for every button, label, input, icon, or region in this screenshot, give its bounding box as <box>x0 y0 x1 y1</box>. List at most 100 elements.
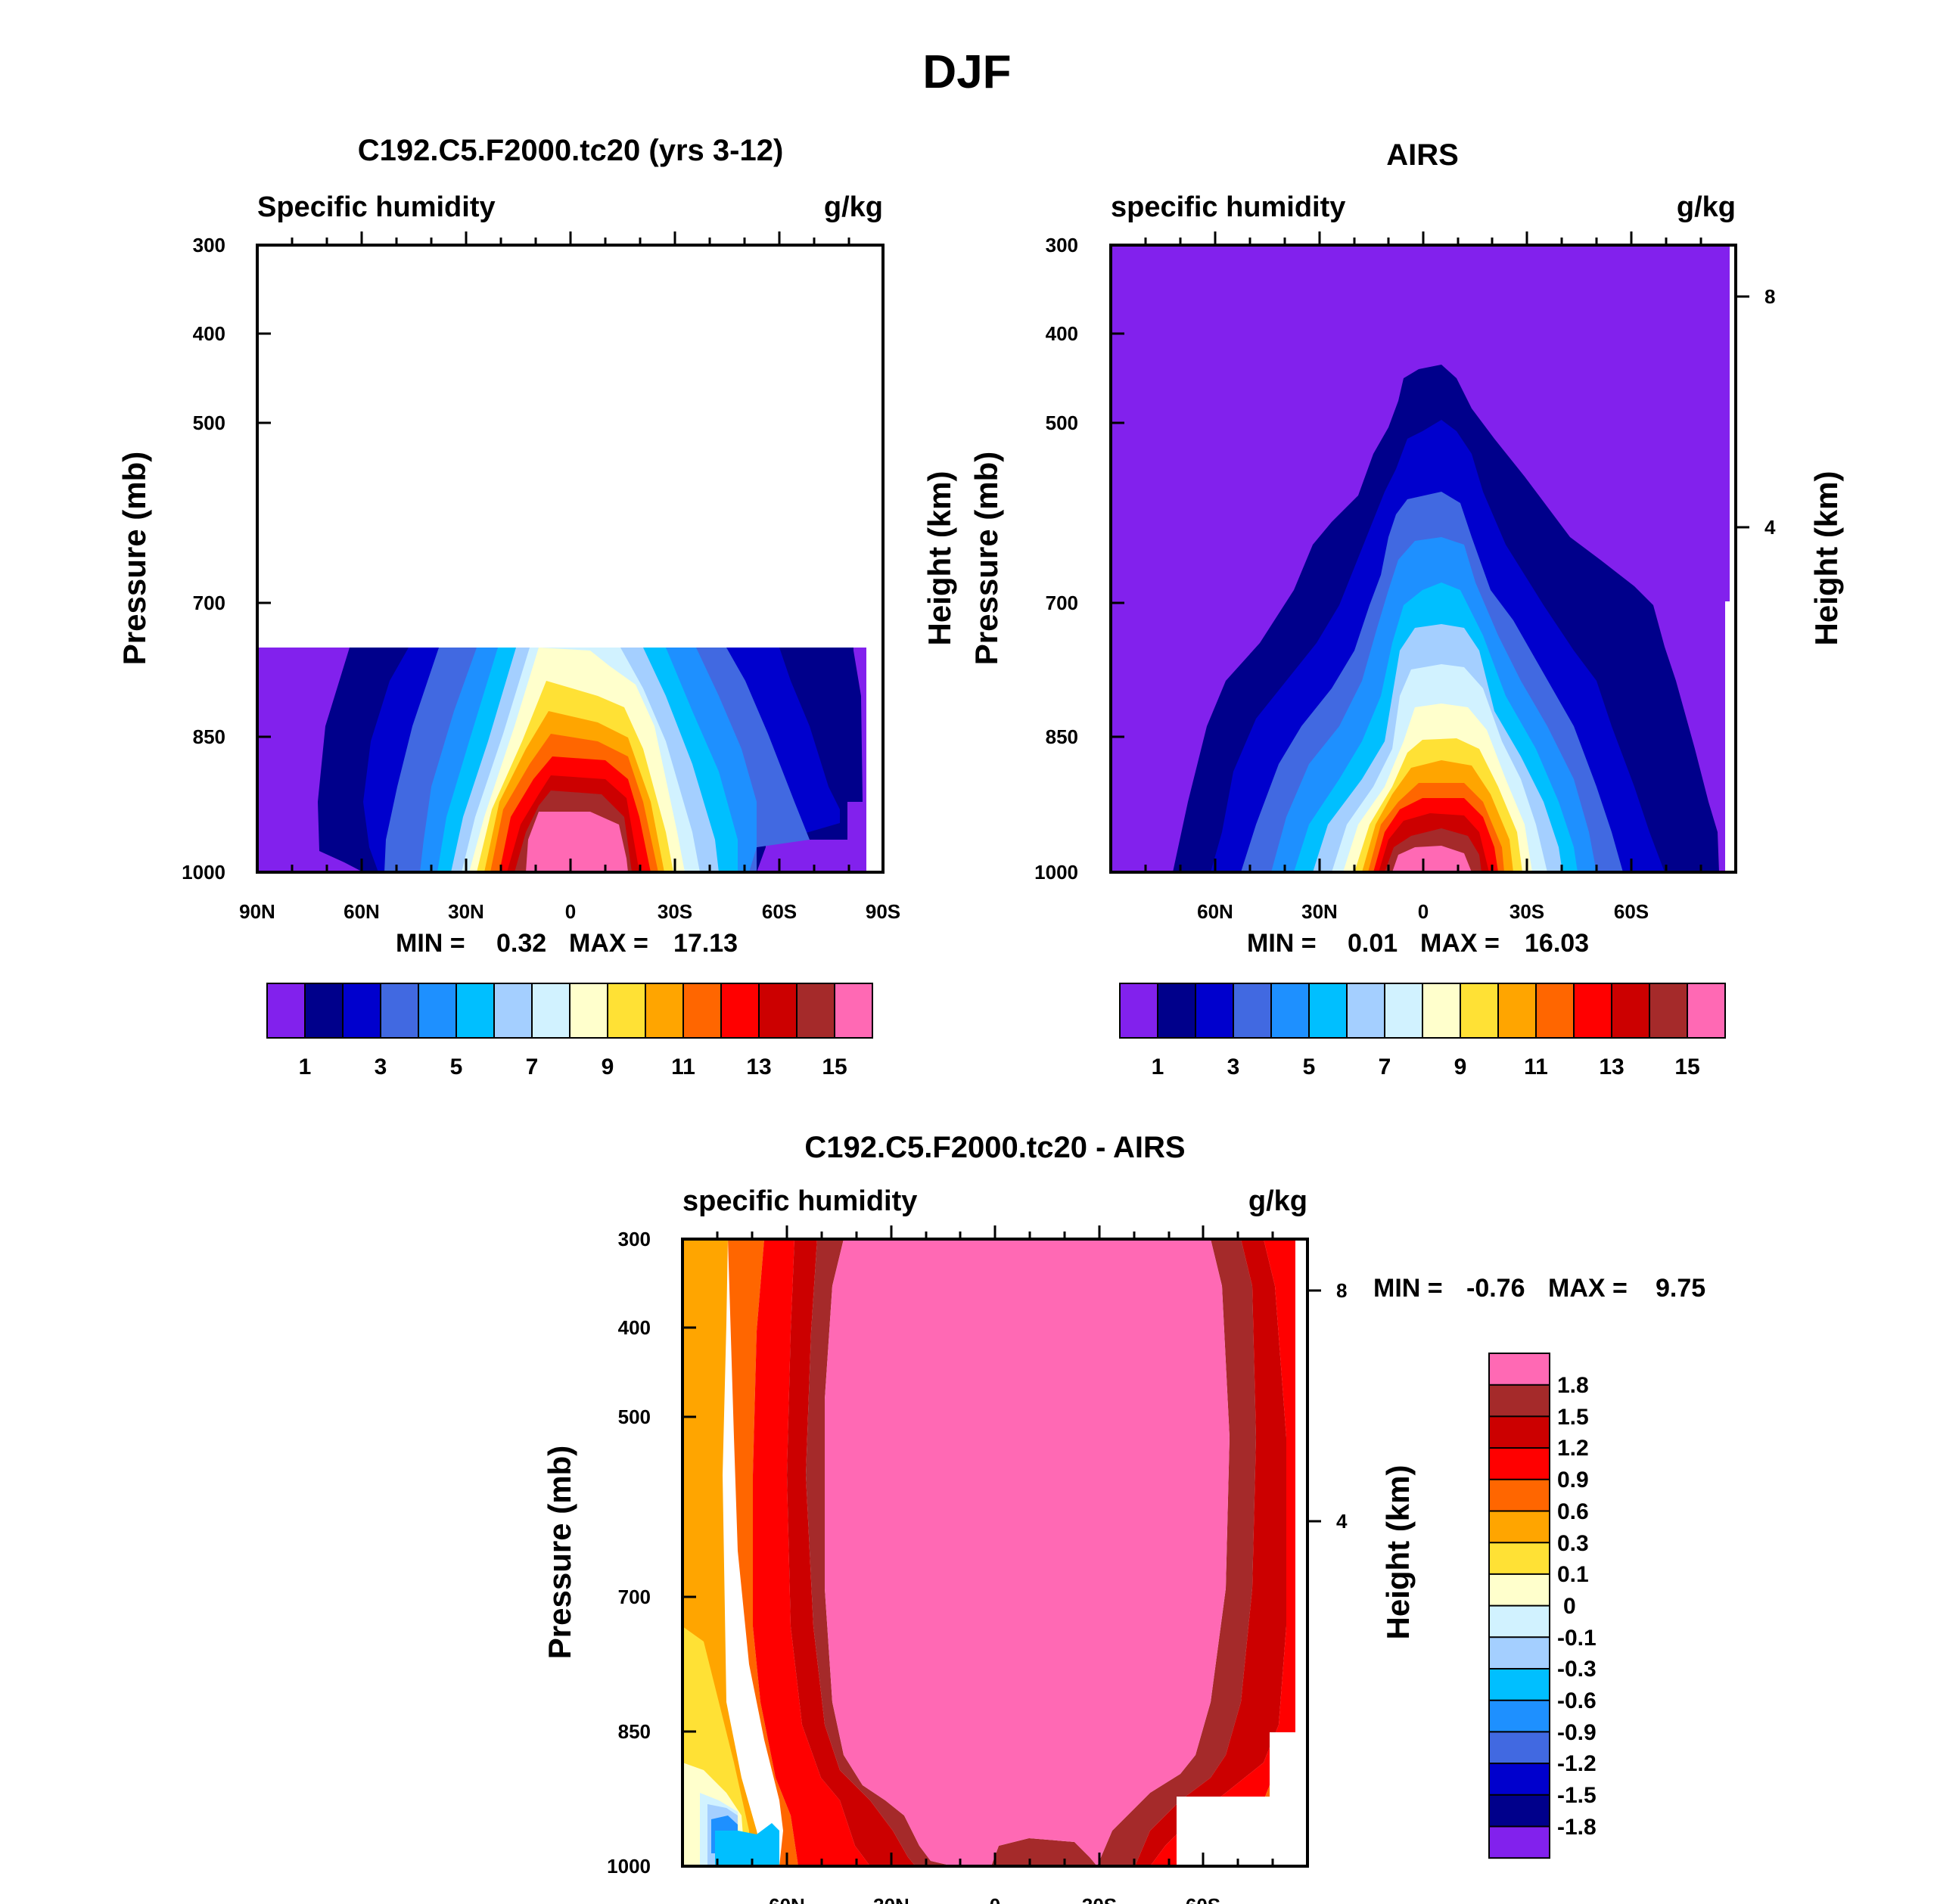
figure-title: DJF <box>922 46 1011 98</box>
colorbar-box <box>645 983 683 1038</box>
colorbar-box <box>1422 983 1460 1038</box>
y-tick-labels: 300 400 500 700 850 1000 <box>182 234 225 884</box>
y-tick-label: 300 <box>193 234 225 256</box>
contour-band <box>1150 1239 1307 1866</box>
colorbar-box <box>1489 1794 1550 1827</box>
x-tick-label: 0 <box>565 900 576 923</box>
min-value: -0.76 <box>1466 1274 1525 1303</box>
colorbar-box <box>1574 983 1612 1038</box>
colorbar-box <box>1460 983 1498 1038</box>
min-max-readout: MIN = -0.76 MAX = 9.75 <box>1373 1274 1705 1303</box>
colorbar-label: -1.8 <box>1557 1815 1597 1840</box>
max-value: 9.75 <box>1656 1274 1705 1303</box>
y-tick-label: 700 <box>618 1586 651 1608</box>
y-tick-labels: 300 400 500 700 850 1000 <box>607 1228 651 1878</box>
x-tick-label: 30S <box>658 900 692 923</box>
y-right-tick-label: 8 <box>1764 285 1775 308</box>
contour-field <box>257 648 866 872</box>
colorbar-label: -0.1 <box>1557 1626 1597 1651</box>
y-tick-label: 700 <box>193 592 225 614</box>
colorbar-box <box>267 983 305 1038</box>
y-axis-title: Pressure (mb) <box>542 1446 577 1659</box>
colorbar-box <box>1120 983 1158 1038</box>
y-tick-label: 500 <box>618 1405 651 1428</box>
panel-difference: C192.C5.F2000.tc20 - AIRS specific humid… <box>542 1131 1705 1904</box>
y-tick-label: 400 <box>1046 322 1078 345</box>
colorbar-box <box>1612 983 1649 1038</box>
colorbar-box <box>835 983 872 1038</box>
y-tick-label: 500 <box>193 412 225 434</box>
colorbar-box <box>418 983 456 1038</box>
colorbar-label: 7 <box>526 1054 539 1079</box>
panel-title: AIRS <box>1386 138 1459 172</box>
colorbar-box <box>343 983 381 1038</box>
missing-data <box>1295 1239 1307 1738</box>
colorbar-box <box>721 983 759 1038</box>
y-right-tick-label: 4 <box>1764 516 1776 539</box>
colorbar-box <box>1489 1826 1550 1859</box>
y-tick-label: 500 <box>1046 412 1078 434</box>
colorbar-label: 11 <box>1524 1054 1548 1079</box>
x-tick-label: 60N <box>1197 900 1233 923</box>
x-tick-labels: 60N 30N 0 30S 60S <box>1197 900 1649 923</box>
max-label: MAX = <box>569 929 648 958</box>
units-label: g/kg <box>1677 191 1736 223</box>
colorbar-label: -1.2 <box>1557 1751 1597 1776</box>
x-tick-label: 60S <box>1614 900 1649 923</box>
colorbar-label: -0.6 <box>1557 1688 1597 1713</box>
x-tick-label: 30S <box>1509 900 1544 923</box>
colorbar-box <box>1489 1479 1550 1511</box>
min-value: 0.01 <box>1348 929 1398 958</box>
contour-band <box>1135 1239 1286 1866</box>
colorbar-box <box>797 983 835 1038</box>
y-tick-label: 300 <box>1046 234 1078 256</box>
y-right-axis-title: Height (km) <box>1380 1465 1416 1640</box>
colorbar-label: 13 <box>1599 1054 1624 1079</box>
y-axis-title-extra: Height (km) <box>922 471 957 646</box>
colorbar-label: 9 <box>1454 1054 1467 1079</box>
colorbar-label: 1 <box>1152 1054 1164 1079</box>
missing-data <box>1270 1732 1307 1802</box>
colorbar-box <box>608 983 645 1038</box>
colorbar-label: 13 <box>746 1054 771 1079</box>
variable-label: specific humidity <box>1111 191 1345 223</box>
colorbar-box <box>1687 983 1725 1038</box>
x-tick-label: 60S <box>762 900 797 923</box>
y-axis-title: Pressure (mb) <box>117 452 152 665</box>
colorbar-box <box>1489 1511 1550 1543</box>
colorbar-box <box>1489 1448 1550 1480</box>
y-right-tick-label: 8 <box>1336 1279 1347 1302</box>
colorbar-box <box>494 983 532 1038</box>
x-tick-label: 0 <box>990 1894 1000 1904</box>
y-axis-title: Pressure (mb) <box>968 452 1004 665</box>
colorbar-box <box>1489 1605 1550 1638</box>
contour-band <box>526 812 628 872</box>
colorbar-box <box>1489 1763 1550 1795</box>
contour-band <box>715 1823 779 1866</box>
y-tick-label: 700 <box>1046 592 1078 614</box>
max-label: MAX = <box>1548 1274 1628 1303</box>
max-value: 16.03 <box>1525 929 1589 958</box>
panel-title: C192.C5.F2000.tc20 (yrs 3-12) <box>358 134 784 167</box>
colorbar-box <box>1489 1669 1550 1701</box>
y-right-tick-labels: 8 4 <box>1764 285 1776 539</box>
colorbar-box <box>1489 1637 1550 1669</box>
colorbar-label: 5 <box>450 1054 463 1079</box>
x-tick-label: 30N <box>873 1894 909 1904</box>
colorbar-label: 1 <box>299 1054 312 1079</box>
y-tick-label: 1000 <box>607 1855 651 1878</box>
y-right-tick-labels: 8 4 <box>1336 1279 1348 1533</box>
missing-data <box>1177 1797 1307 1866</box>
colorbar-label: 1.2 <box>1557 1436 1589 1461</box>
max-value: 17.13 <box>673 929 738 958</box>
colorbar-label: 3 <box>375 1054 387 1079</box>
x-tick-label: 60N <box>769 1894 805 1904</box>
colorbar-box <box>1489 1700 1550 1732</box>
colorbar-label: -1.5 <box>1557 1783 1597 1808</box>
colorbar-label: 1.5 <box>1557 1405 1589 1430</box>
x-tick-label: 60S <box>1186 1894 1220 1904</box>
colorbar-label: 15 <box>1674 1054 1699 1079</box>
colorbar-label: 0 <box>1563 1594 1576 1619</box>
colorbar-box <box>1158 983 1195 1038</box>
colorbar-vertical: 1.8 1.5 1.2 0.9 0.6 0.3 0.1 0 -0.1 -0.3 … <box>1488 1353 1597 1859</box>
